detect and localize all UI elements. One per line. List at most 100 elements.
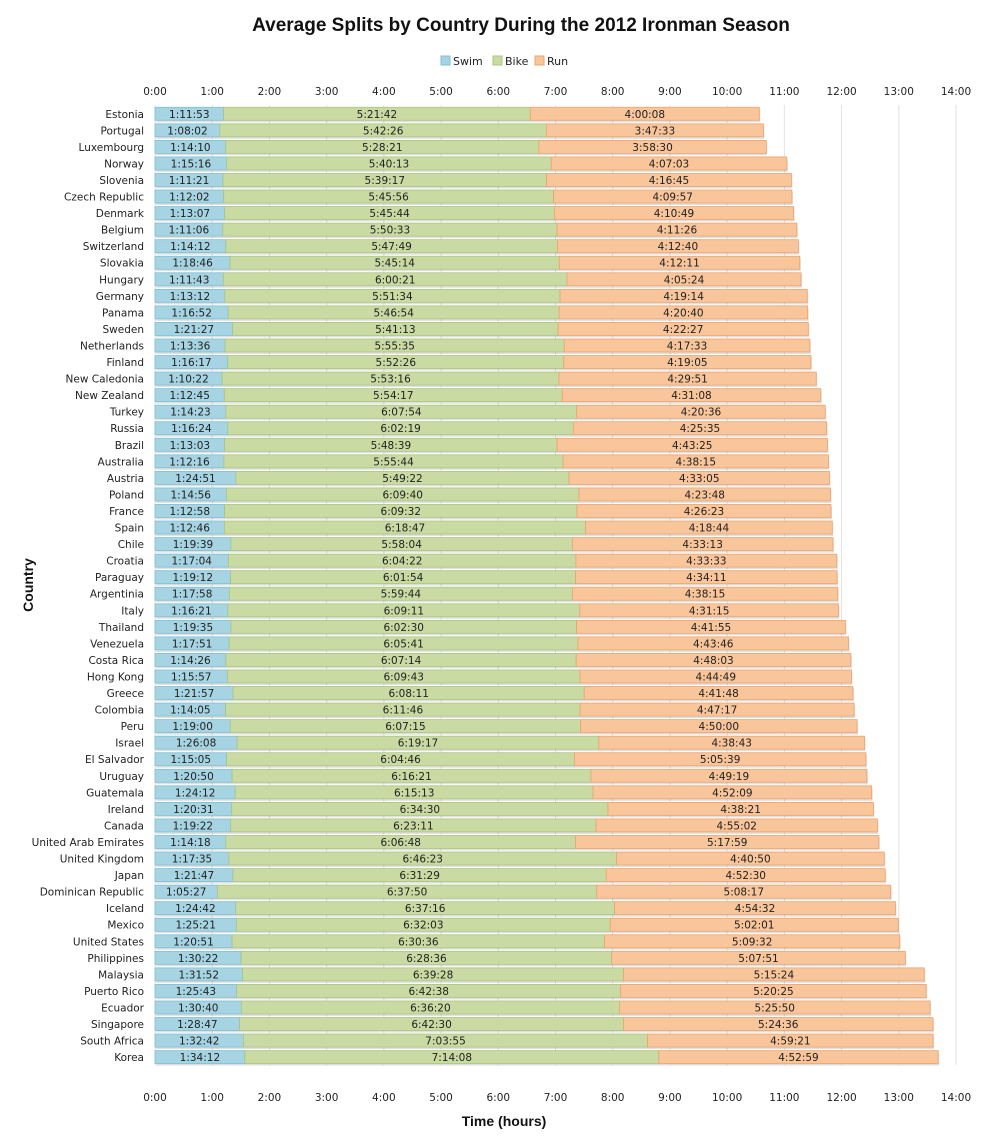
bar-row xyxy=(154,669,853,685)
bar-row xyxy=(154,768,868,785)
bar-segment-run xyxy=(566,272,802,287)
data-labels: 1:11:53 5:21:42 4:00:08 1:08:02 5:42:26 3:47:… xyxy=(166,109,819,1064)
bar-row xyxy=(154,1050,940,1066)
x-tick-label-top: 0:00 xyxy=(143,86,167,98)
data-label-bike: 6:37:50 xyxy=(387,887,427,899)
category-label: Austria xyxy=(107,473,144,485)
legend: Swim Bike Run xyxy=(440,55,568,68)
data-label-run: 4:23:48 xyxy=(684,489,724,501)
bar-row xyxy=(154,454,830,470)
data-label-run: 4:20:36 xyxy=(681,407,722,419)
category-label: Switzerland xyxy=(83,241,144,253)
data-label-bike: 6:07:15 xyxy=(385,721,425,733)
legend-item-bike: Bike xyxy=(492,55,529,68)
category-label: United Arab Emirates xyxy=(32,837,144,849)
bar-row xyxy=(154,950,907,967)
bar-row xyxy=(154,653,852,669)
x-tick-label-top: 11:00 xyxy=(769,86,799,98)
bar-row xyxy=(154,984,928,1000)
data-label-bike: 5:58:04 xyxy=(381,539,422,551)
bars xyxy=(154,106,940,1066)
bar-row xyxy=(154,586,839,603)
data-label-swim: 1:21:47 xyxy=(174,870,214,882)
category-label: Israel xyxy=(115,738,144,750)
bar-segment-run xyxy=(598,735,865,750)
bar-row xyxy=(154,917,900,934)
data-label-bike: 6:04:22 xyxy=(382,556,422,568)
data-label-run: 4:43:25 xyxy=(672,440,712,452)
data-label-swim: 1:28:47 xyxy=(177,1019,217,1031)
data-label-bike: 5:45:14 xyxy=(374,258,415,270)
bar-row xyxy=(154,801,875,818)
data-label-swim: 1:15:16 xyxy=(171,158,212,170)
data-label-swim: 1:26:08 xyxy=(176,738,216,750)
category-label: Belgium xyxy=(101,225,144,237)
bar-segment-run xyxy=(568,470,830,485)
bar-row xyxy=(154,835,880,851)
bar-segment-run xyxy=(592,785,873,800)
x-tick-label-bottom: 1:00 xyxy=(200,1092,224,1104)
data-label-run: 5:09:32 xyxy=(732,936,772,948)
data-label-run: 4:10:49 xyxy=(654,208,694,220)
bar-row xyxy=(154,371,818,388)
data-label-swim: 1:24:51 xyxy=(175,473,215,485)
data-label-bike: 5:46:54 xyxy=(373,307,414,319)
bar-segment-run xyxy=(558,371,817,386)
data-label-swim: 1:30:40 xyxy=(178,1002,218,1014)
data-label-run: 4:09:57 xyxy=(652,192,692,204)
data-label-bike: 6:05:41 xyxy=(383,638,423,650)
category-label: Turkey xyxy=(109,407,144,419)
data-label-bike: 5:55:44 xyxy=(373,456,414,468)
data-label-run: 5:24:36 xyxy=(758,1019,799,1031)
data-label-swim: 1:17:35 xyxy=(172,854,212,866)
data-label-run: 5:15:24 xyxy=(754,969,795,981)
bar-row xyxy=(154,785,873,801)
data-label-swim: 1:11:53 xyxy=(169,109,209,121)
bar-row xyxy=(154,437,829,454)
bar-row xyxy=(154,934,901,950)
data-label-bike: 7:14:08 xyxy=(432,1052,472,1064)
legend-swatch-run xyxy=(534,55,545,66)
bar-segment-run xyxy=(558,255,801,270)
category-label: Finland xyxy=(106,357,144,369)
category-label: Hong Kong xyxy=(87,671,144,683)
data-label-run: 4:07:03 xyxy=(649,158,689,170)
bar-segment-run xyxy=(576,504,832,518)
category-label: Ecuador xyxy=(101,1002,145,1014)
data-label-bike: 6:02:19 xyxy=(380,423,420,435)
bar-segment-run xyxy=(579,603,839,618)
data-label-run: 4:33:05 xyxy=(679,473,719,485)
data-label-bike: 6:09:40 xyxy=(382,489,422,501)
bar-row xyxy=(154,868,887,884)
data-label-run: 4:22:27 xyxy=(663,324,703,336)
data-label-bike: 6:23:11 xyxy=(393,820,433,832)
category-label: Ireland xyxy=(108,804,144,816)
y-axis-title: Country xyxy=(20,558,36,612)
x-axis-top-ticks: 0:00 1:00 2:00 3:00 4:00 5:00 6:00 7:00 8:00 9:00… xyxy=(143,86,971,98)
x-tick-label-bottom: 8:00 xyxy=(601,1092,625,1104)
category-label: Poland xyxy=(109,489,144,501)
data-label-swim: 1:19:00 xyxy=(172,721,212,733)
x-tick-label-bottom: 13:00 xyxy=(884,1092,914,1104)
data-label-run: 4:55:02 xyxy=(716,820,756,832)
data-label-run: 5:17:59 xyxy=(707,837,747,849)
data-label-swim: 1:31:52 xyxy=(179,969,219,981)
data-label-run: 4:19:05 xyxy=(667,357,707,369)
data-label-swim: 1:25:21 xyxy=(175,920,215,932)
bar-segment-run xyxy=(575,835,880,849)
bar-row xyxy=(154,702,856,719)
bar-row xyxy=(154,123,765,139)
data-label-run: 5:07:51 xyxy=(738,953,778,965)
category-label: Netherlands xyxy=(80,340,144,352)
category-label: Japan xyxy=(114,870,144,882)
category-label: Philippines xyxy=(87,953,144,965)
data-label-bike: 6:09:11 xyxy=(384,605,424,617)
bar-segment-run xyxy=(575,553,838,568)
bar-segment-run xyxy=(563,355,812,369)
bar-segment-run xyxy=(574,752,867,767)
category-label: Canada xyxy=(104,820,144,832)
data-label-swim: 1:18:46 xyxy=(172,258,213,270)
data-label-bike: 6:11:46 xyxy=(383,705,424,717)
data-label-bike: 5:39:17 xyxy=(365,175,405,187)
x-tick-label-bottom: 4:00 xyxy=(372,1092,396,1104)
